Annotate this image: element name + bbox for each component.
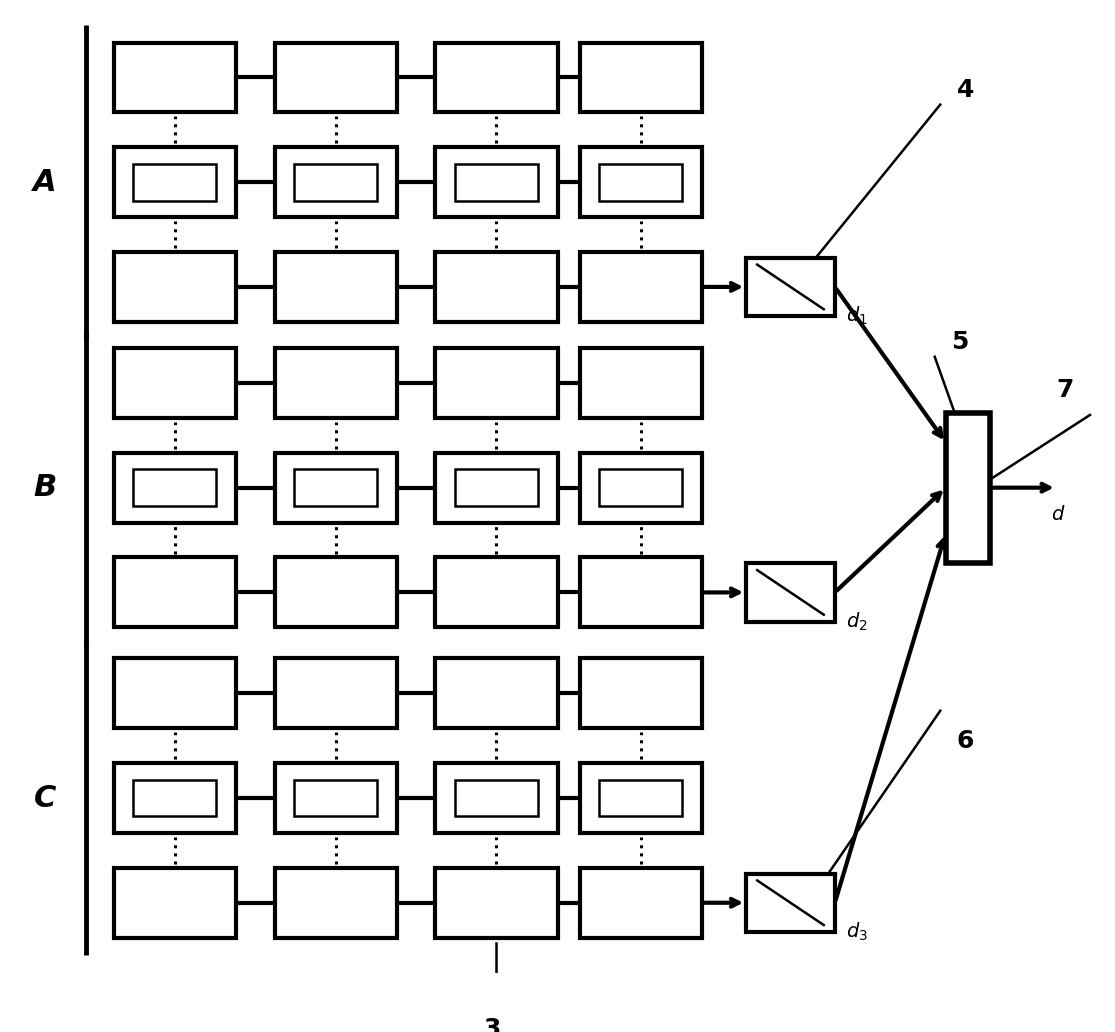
Bar [436,453,558,522]
Text: $d_1$: $d_1$ [846,304,867,327]
Text: 7: 7 [1057,379,1074,402]
Bar [274,252,397,322]
Text: B: B [33,474,57,503]
Bar [114,557,235,627]
Bar [114,763,235,833]
Bar [599,470,682,506]
Bar [294,779,377,816]
Bar [133,164,216,200]
Bar [746,874,835,932]
Bar [436,763,558,833]
Bar [436,42,558,112]
Bar [455,470,539,506]
Text: 5: 5 [951,330,969,354]
Bar [580,658,701,729]
Bar [436,252,558,322]
Bar [274,763,397,833]
Bar [580,348,701,418]
Bar [580,557,701,627]
Text: C: C [33,783,56,812]
Bar [436,148,558,217]
Bar [114,453,235,522]
Text: A: A [33,167,57,197]
Bar [294,164,377,200]
Bar [746,563,835,621]
Bar [946,413,990,562]
Bar [455,779,539,816]
Bar [274,42,397,112]
Bar [599,164,682,200]
Bar [436,557,558,627]
Text: 4: 4 [957,77,975,102]
Text: $d_2$: $d_2$ [846,610,867,633]
Bar [133,779,216,816]
Bar [436,868,558,938]
Bar [114,252,235,322]
Bar [114,42,235,112]
Bar [746,258,835,316]
Bar [599,779,682,816]
Bar [274,348,397,418]
Bar [580,763,701,833]
Bar [580,453,701,522]
Text: $d$: $d$ [1051,506,1066,524]
Bar [436,658,558,729]
Bar [455,164,539,200]
Bar [274,658,397,729]
Bar [114,868,235,938]
Bar [274,868,397,938]
Bar [114,148,235,217]
Text: 3: 3 [483,1017,501,1032]
Bar [274,453,397,522]
Text: 6: 6 [957,729,975,752]
Bar [580,868,701,938]
Bar [274,148,397,217]
Text: $d_3$: $d_3$ [846,921,867,943]
Bar [580,148,701,217]
Bar [294,470,377,506]
Bar [114,348,235,418]
Bar [580,42,701,112]
Bar [133,470,216,506]
Bar [580,252,701,322]
Bar [114,658,235,729]
Bar [274,557,397,627]
Bar [436,348,558,418]
